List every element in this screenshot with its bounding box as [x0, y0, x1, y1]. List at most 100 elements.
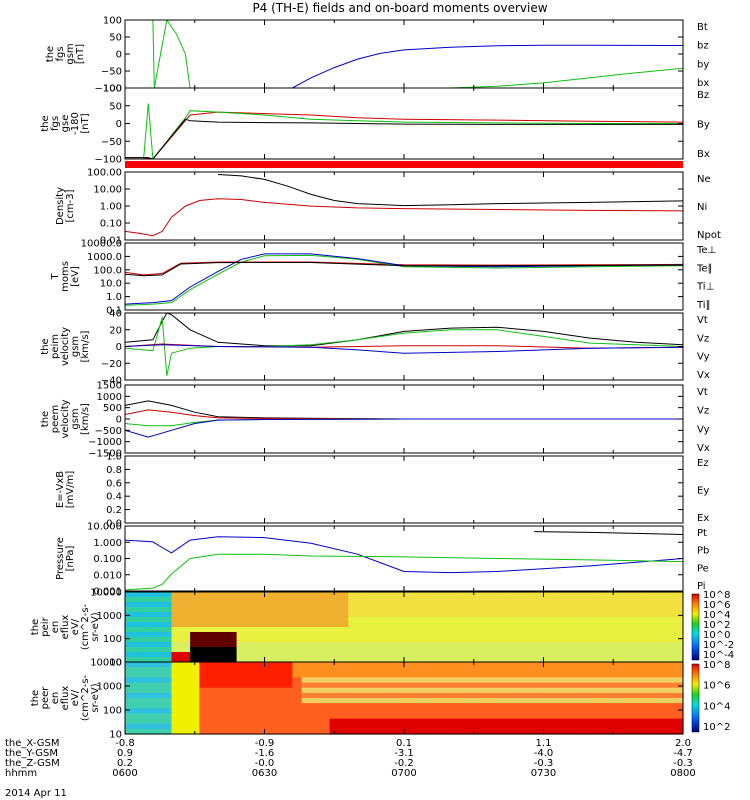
series-Vt — [125, 313, 683, 347]
x-axis-value: -0.0 — [255, 758, 275, 769]
legend-item: bz — [697, 41, 709, 52]
y-tick-label: −1500 — [88, 449, 122, 460]
series-By — [125, 103, 683, 159]
y-axis-label-line: peir — [40, 616, 51, 636]
y-tick-label: 10000 — [90, 588, 122, 599]
y-tick-label: 20 — [109, 325, 122, 336]
series-Bz — [125, 111, 683, 159]
y-tick-label: 100 — [103, 706, 122, 717]
panel-e_field: 1.0 0.8 0.6 0.4 0.2 0.0 E=-VxB [mV/m] Ez Ey Ex — [55, 452, 709, 530]
y-tick-label: 100 — [103, 84, 122, 95]
y-axis-label-line: peim — [50, 334, 61, 359]
legend-item: Vz — [697, 333, 709, 344]
series-Te⊥ — [125, 261, 683, 276]
x-axis-value: -1.6 — [255, 748, 275, 759]
mode-bar — [125, 161, 683, 168]
panel-frame — [124, 525, 684, 592]
panel-fgs_gse: 100 50 0 −50 −100 the fgs gse -180 [nT] Bz By Bx — [40, 84, 710, 166]
legend-item: Vt — [697, 387, 708, 398]
y-tick-label: 10.000 — [87, 522, 122, 533]
y-tick-label: 1000 — [97, 611, 122, 622]
legend-density: Ne Ni Npot — [697, 174, 721, 241]
colorbar-peir_en_eflux: 10^810^610^410^210^010^-210^-4 — [691, 590, 734, 661]
y-axis-label-line: (cm^2-s- — [80, 674, 91, 721]
colorbar-tick-label: 10^2 — [703, 620, 730, 631]
y-axis-label-line: eflux — [60, 686, 71, 711]
x-axis-value: 2.0 — [675, 738, 691, 749]
y-axis-label-line: (cm^2-s- — [80, 603, 91, 650]
series-Vy — [125, 418, 683, 427]
panel-density: 100.00 10.00 1.00 0.10 0.01 Density [cm-3] Ne Ni… — [55, 168, 721, 247]
y-tick-label: −40 — [101, 376, 122, 387]
series-Vt — [125, 400, 683, 420]
y-axis-label: the peir en eflux eV/(cm^2-s-sr-eV) — [30, 603, 101, 650]
legend-item: Bt — [697, 22, 708, 33]
legend-item: Ti∥ — [696, 300, 711, 311]
y-axis-label-line: [nT] — [80, 113, 91, 133]
legend-item: Bx — [697, 149, 710, 160]
panel-temperature: 10000.0 1000.0 100.0 10.0 1.0 0.1 T moms [eV] Te⊥… — [50, 239, 716, 317]
panel-peir_en_eflux: 10^810^610^410^210^010^-210^-4 10000 1000 1… — [30, 588, 734, 669]
y-axis-label: E=-VxB [mV/m] — [55, 471, 76, 509]
y-axis-label-line: E=-VxB — [55, 471, 66, 508]
colorbar-tick-label: 10^-4 — [703, 650, 734, 661]
y-axis-label-line: the — [40, 338, 51, 354]
legend-e_field: Ez Ey Ex — [697, 458, 709, 524]
y-axis-label-line: eV/ — [70, 689, 81, 706]
y-axis-label: the peer en eflux eV/(cm^2-s-sr-eV) — [30, 674, 101, 721]
legend-item: Vx — [697, 443, 710, 454]
y-axis-label: Density [cm-3] — [55, 187, 76, 225]
y-axis-label-line: T — [50, 273, 61, 281]
legend-item: Ez — [697, 458, 709, 469]
legend-pressure: Pt Pb Pe Pi — [697, 528, 709, 592]
y-tick-label: 100 — [103, 634, 122, 645]
y-axis-label-line: moms — [60, 261, 71, 292]
y-tick-label: 100.0 — [93, 265, 122, 276]
legend-item: Npot — [697, 230, 721, 241]
x-axis-row-label: the_X-GSM — [5, 738, 59, 749]
x-axis-value: 0600 — [112, 768, 137, 779]
y-axis-label-line: gsm — [70, 336, 81, 357]
y-axis-label-line: [nT] — [75, 44, 86, 64]
y-tick-label: 10 — [109, 730, 122, 741]
x-axis-value: -0.9 — [255, 738, 275, 749]
y-tick-label: −100 — [95, 155, 122, 166]
x-axis-value: 0800 — [670, 768, 695, 779]
x-axis-value: 0730 — [531, 768, 556, 779]
legend-item: by — [697, 59, 709, 70]
series-Te∥ — [125, 261, 683, 277]
colorbar-tick-label: 10^2 — [703, 722, 730, 733]
y-tick-label: 0.8 — [106, 465, 122, 476]
y-tick-label: 50 — [109, 33, 122, 44]
series-Pt — [534, 531, 683, 535]
y-tick-label: 1500 — [97, 381, 122, 392]
y-axis-label-line: the — [40, 115, 51, 131]
y-tick-label: 0 — [116, 415, 122, 426]
x-axis-value: 0.1 — [396, 738, 412, 749]
x-axis-value: -4.7 — [673, 748, 693, 759]
series-Bx — [125, 118, 683, 159]
legend-fgs_gsm: Bt bz by bx — [697, 22, 709, 89]
figure-title: P4 (TH-E) fields and on-board moments ov… — [252, 1, 547, 15]
y-tick-label: 0.01 — [100, 236, 122, 247]
colorbar-peer_en_eflux: 10^8 10^6 10^4 10^2 — [691, 660, 730, 733]
y-axis-label-line: gse — [60, 115, 71, 133]
series-Ne — [125, 198, 683, 237]
legend-item: Pt — [697, 528, 707, 539]
colorbar-tick-label: 10^-2 — [703, 640, 734, 651]
colorbar-tick-label: 10^8 — [703, 590, 730, 601]
y-axis-label-line: Pressure — [55, 537, 66, 580]
y-tick-label: −50 — [101, 137, 122, 148]
legend-item: Pe — [697, 563, 709, 574]
x-axis-value: -0.3 — [534, 758, 554, 769]
legend-item: bx — [697, 78, 709, 89]
legend-item: Te⊥ — [696, 245, 716, 256]
y-tick-label: 0.010 — [93, 570, 122, 581]
legend-item: Ex — [697, 513, 709, 524]
y-axis-label-line: sr-eV) — [90, 612, 101, 641]
y-tick-label: 10000.0 — [81, 239, 122, 250]
panel-fgs_gsm: 100 50 0 −50 −100 the fgs gsm [nT] Bt bz by bx — [45, 16, 709, 95]
panel-frame — [124, 455, 684, 524]
